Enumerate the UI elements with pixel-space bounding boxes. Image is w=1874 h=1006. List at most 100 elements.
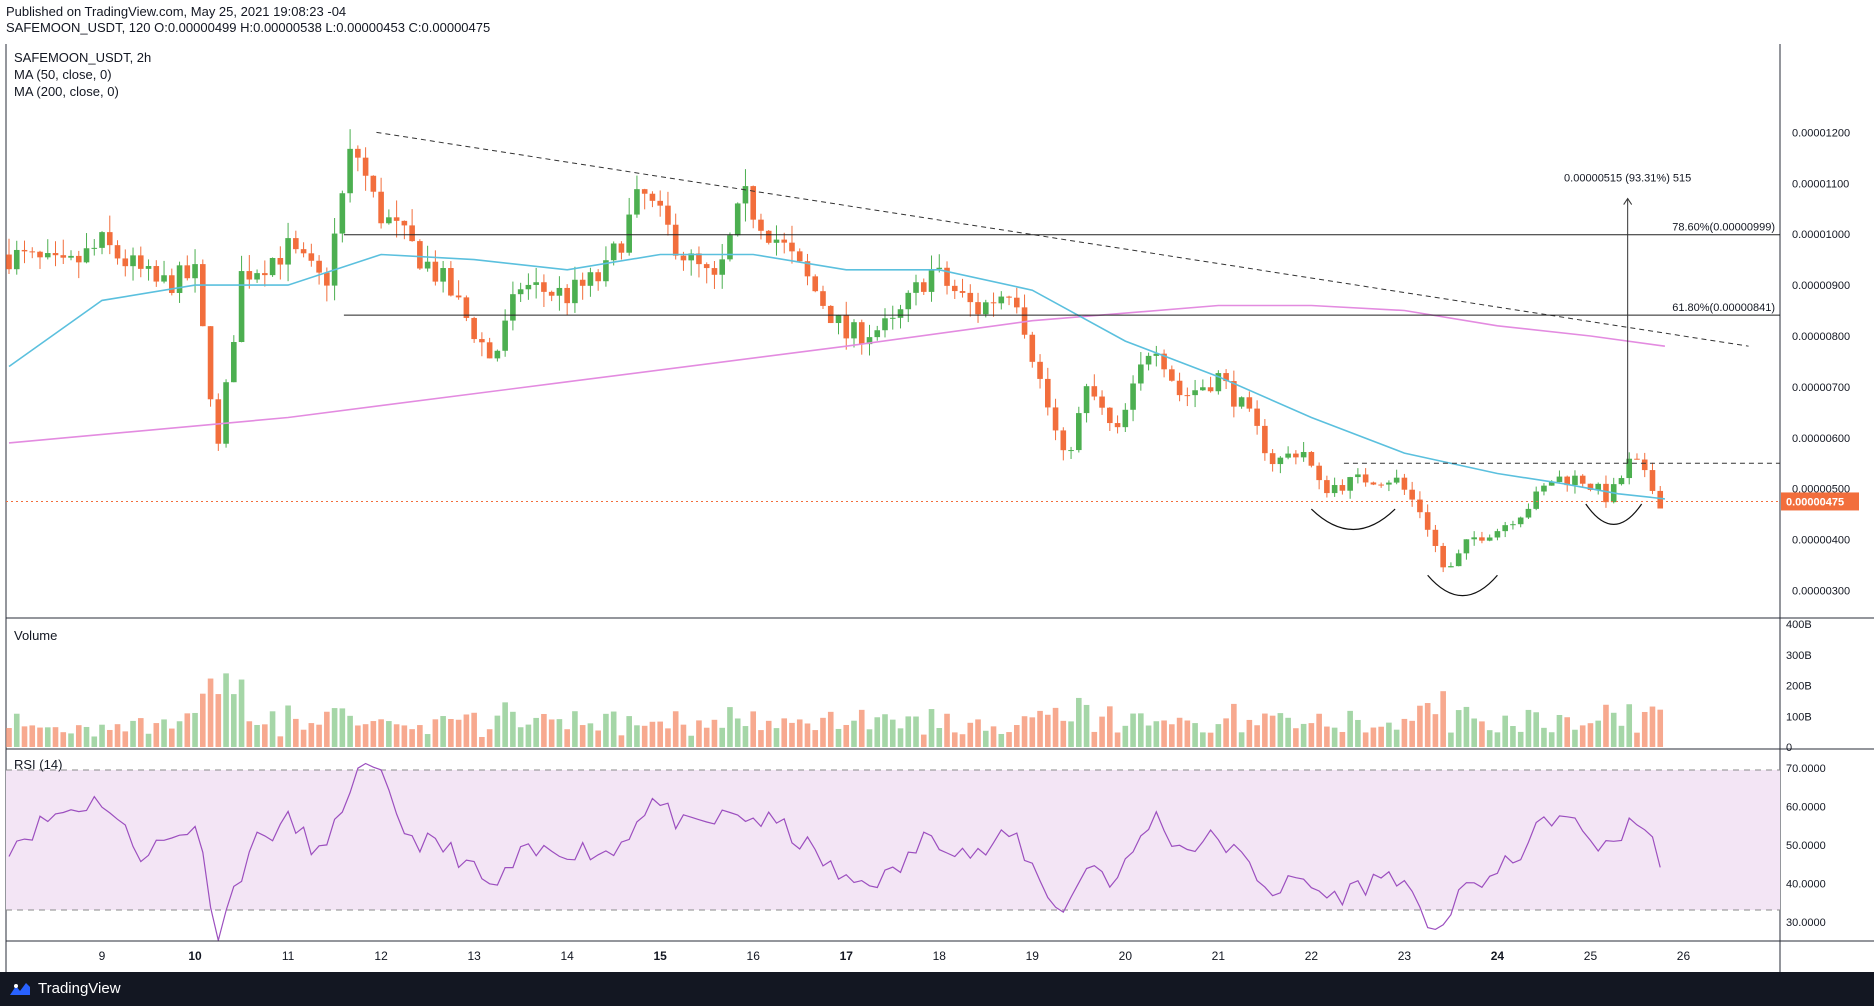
candle-body xyxy=(1060,430,1067,451)
time-tick-label: 19 xyxy=(1026,949,1040,963)
tradingview-logo[interactable]: TradingView xyxy=(8,980,121,997)
candle-body xyxy=(145,266,152,269)
volume-bar xyxy=(1013,725,1020,747)
volume-bar xyxy=(1486,730,1493,747)
head-arc xyxy=(1427,574,1498,597)
volume-bar xyxy=(1525,709,1532,747)
candle-body xyxy=(734,203,741,236)
ma50-legend[interactable]: MA (50, close, 0) xyxy=(14,67,112,82)
candle-body xyxy=(471,317,477,340)
measure-arrowhead xyxy=(1623,197,1633,205)
candle-body xyxy=(982,302,989,315)
volume-bar xyxy=(1634,732,1640,747)
candle-body xyxy=(1587,483,1594,490)
volume-bar xyxy=(386,721,392,747)
candle-body xyxy=(417,241,423,269)
volume-bar xyxy=(789,722,795,747)
volume-bar xyxy=(998,733,1005,747)
volume-bar xyxy=(967,722,974,747)
candle-body xyxy=(1525,508,1532,518)
volume-bar xyxy=(657,721,663,747)
time-tick-label: 24 xyxy=(1491,949,1505,963)
rsi-legend[interactable]: RSI (14) xyxy=(14,757,62,772)
volume-tick-label: 100B xyxy=(1786,711,1812,723)
candle-body xyxy=(184,265,191,279)
fib-786-label: 78.60%(0.00000999) xyxy=(1672,222,1775,234)
published-info: Published on TradingView.com, May 25, 20… xyxy=(6,4,347,19)
volume-bar xyxy=(176,721,183,747)
volume-bar xyxy=(626,716,632,747)
volume-bar xyxy=(106,729,113,747)
volume-bar xyxy=(1618,725,1625,747)
candle-body xyxy=(1618,478,1625,485)
volume-bar xyxy=(696,720,702,747)
volume-bar xyxy=(804,723,811,747)
symbol-legend[interactable]: SAFEMOON_USDT, 2h xyxy=(14,50,151,65)
volume-bar xyxy=(362,724,369,747)
volume-bar xyxy=(618,735,625,747)
volume-bar xyxy=(168,728,175,747)
candle-body xyxy=(711,268,718,275)
candle-body xyxy=(1324,480,1330,494)
volume-bar xyxy=(393,724,400,747)
volume-bar xyxy=(1223,718,1229,747)
volume-bar xyxy=(1138,713,1144,747)
volume-bar xyxy=(60,732,67,747)
candle-body xyxy=(1339,485,1346,491)
candle-body xyxy=(1184,395,1191,397)
volume-bar xyxy=(1052,707,1059,747)
candle-body xyxy=(1169,369,1175,381)
candle-body xyxy=(1192,390,1198,396)
volume-bar xyxy=(463,714,470,747)
candle-body xyxy=(1277,457,1284,465)
candle-body xyxy=(1215,373,1222,392)
candle-body xyxy=(223,382,229,444)
volume-bar xyxy=(1409,720,1415,747)
rsi-band xyxy=(6,770,1780,910)
volume-bar xyxy=(703,727,710,747)
rsi-tick-label: 70.0000 xyxy=(1786,763,1826,775)
candle-body xyxy=(866,337,873,345)
volume-bar xyxy=(424,734,431,747)
volume-bar xyxy=(1386,722,1392,747)
candle-body xyxy=(1293,453,1299,458)
volume-bar xyxy=(517,727,524,747)
volume-bar xyxy=(920,734,927,747)
candle-body xyxy=(672,224,679,256)
candle-body xyxy=(758,219,764,231)
ma200-legend[interactable]: MA (200, close, 0) xyxy=(14,84,119,99)
candle-body xyxy=(1626,458,1633,479)
candle-body xyxy=(703,264,710,269)
price-tick-label: 0.00001200 xyxy=(1792,127,1850,139)
volume-bar xyxy=(1502,715,1508,747)
volume-tick-label: 300B xyxy=(1786,650,1812,662)
candle-body xyxy=(238,271,245,343)
volume-bar xyxy=(1610,712,1617,747)
volume-bar xyxy=(858,709,865,747)
volume-bar xyxy=(378,719,384,747)
volume-legend[interactable]: Volume xyxy=(14,628,57,643)
volume-bar xyxy=(1293,728,1299,747)
candle-body xyxy=(1634,458,1640,460)
candle-body xyxy=(161,275,167,282)
volume-bar xyxy=(634,725,640,747)
volume-bar xyxy=(68,733,74,747)
volume-bar xyxy=(913,716,919,747)
candle-body xyxy=(812,276,819,292)
volume-bar xyxy=(680,724,687,747)
volume-bar xyxy=(990,726,997,747)
volume-bar xyxy=(1347,710,1353,747)
volume-bar xyxy=(29,725,36,747)
volume-bar xyxy=(308,723,315,747)
candle-body xyxy=(951,285,958,292)
candle-body xyxy=(1649,470,1656,491)
candle-body xyxy=(1308,452,1315,466)
candle-body xyxy=(1013,297,1020,308)
volume-bar xyxy=(820,717,826,747)
volume-bar xyxy=(215,694,222,747)
chart-canvas[interactable]: 78.60%(0.00000999)61.80%(0.00000841)0.00… xyxy=(0,44,1874,972)
time-tick-label: 13 xyxy=(467,949,481,963)
candle-body xyxy=(331,233,338,286)
volume-bar xyxy=(1091,731,1098,747)
candle-body xyxy=(595,272,601,282)
